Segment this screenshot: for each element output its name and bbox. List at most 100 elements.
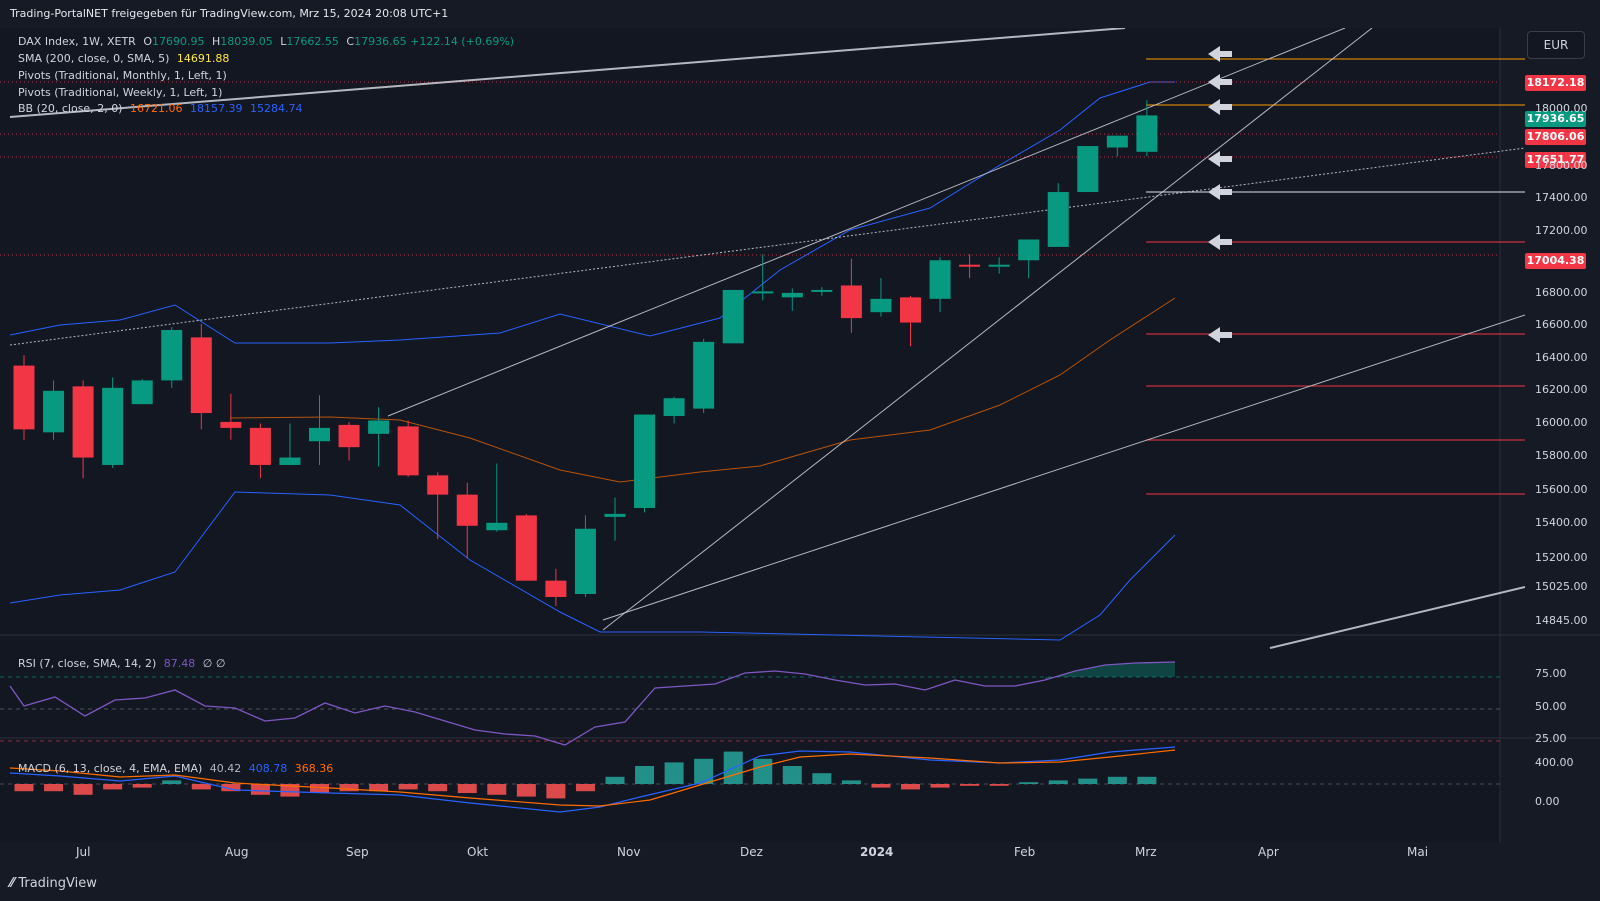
y-axis-label: 16000.00 xyxy=(1535,416,1588,429)
macd-histogram-bar xyxy=(369,784,389,792)
legend-macd-hist: 40.42 xyxy=(209,762,242,775)
candle-body xyxy=(456,494,478,526)
y-axis-label: 16800.00 xyxy=(1535,286,1588,299)
price-tag: 17004.38 xyxy=(1525,253,1586,269)
trendline-dotted xyxy=(9,147,1526,346)
macd-axis-label: 0.00 xyxy=(1535,795,1560,808)
candle-body xyxy=(900,297,921,323)
tradingview-logo[interactable]: ⁄⁄ TradingView xyxy=(10,876,97,891)
rsi-pane-bg xyxy=(0,636,1500,737)
trendline-channel-lower xyxy=(602,28,1373,631)
pivot-arrow-icon xyxy=(1208,234,1232,250)
legend-macd-label: MACD (6, 13, close, 4, EMA, EMA) xyxy=(18,762,203,775)
candle-body xyxy=(368,420,390,434)
legend-bb-basis: 16721.06 xyxy=(129,102,183,115)
macd-histogram-bar xyxy=(516,784,536,797)
candle-body xyxy=(988,264,1010,267)
legend-change: +122.14 (+0.69%) xyxy=(410,35,515,48)
candle-body xyxy=(722,289,744,344)
candle-body xyxy=(1047,192,1069,247)
legend-o-label: O xyxy=(143,35,152,48)
macd-histogram-bar xyxy=(1078,778,1098,784)
candle-body xyxy=(752,291,774,294)
legend-open: 17690.95 xyxy=(152,35,205,48)
price-chart[interactable] xyxy=(0,28,1600,868)
y-axis-label: 15800.00 xyxy=(1535,449,1588,462)
macd-histogram-bar xyxy=(575,784,595,792)
macd-histogram-bar xyxy=(398,784,418,790)
candle-body xyxy=(929,260,951,299)
legend-pivots-weekly: Pivots (Traditional, Weekly, 1, Left, 1) xyxy=(18,86,223,99)
rsi-axis-label: 75.00 xyxy=(1535,667,1567,680)
legend-rsi: RSI (7, close, SMA, 14, 2) 87.48 ∅ ∅ xyxy=(18,657,225,670)
legend-h-label: H xyxy=(212,35,221,48)
macd-histogram-bar xyxy=(753,758,773,784)
candle-body xyxy=(870,298,892,313)
candle-body xyxy=(279,457,301,465)
candle-body xyxy=(1018,239,1040,261)
candle-body xyxy=(515,515,537,581)
legend-bb-upper: 18157.39 xyxy=(189,102,243,115)
macd-histogram-bar xyxy=(989,784,1009,786)
legend-bb-lower: 15284.74 xyxy=(249,102,303,115)
candle-body xyxy=(338,424,360,448)
x-axis-label: Mrz xyxy=(1135,845,1157,859)
macd-histogram-bar xyxy=(44,784,64,792)
candle-body xyxy=(486,522,508,531)
macd-histogram-bar xyxy=(901,784,920,790)
legend-symbol: DAX Index, 1W, XETR xyxy=(18,35,136,48)
y-axis-label: 16200.00 xyxy=(1535,383,1588,396)
legend-rsi-extra: ∅ ∅ xyxy=(202,657,226,670)
macd-histogram-bar xyxy=(487,784,507,795)
macd-histogram-bar xyxy=(14,784,34,792)
candle-body xyxy=(249,427,271,465)
x-axis-label: Okt xyxy=(467,845,489,859)
macd-histogram-bar xyxy=(664,762,684,784)
x-axis-label: 2024 xyxy=(860,845,894,859)
macd-histogram-bar xyxy=(605,776,625,784)
pivot-arrow-icon xyxy=(1208,99,1232,115)
tradingview-logo-icon: ⁄⁄ xyxy=(10,876,15,891)
candle-body xyxy=(634,414,656,508)
macd-histogram-bar xyxy=(812,773,832,784)
candle-body xyxy=(131,380,153,405)
bb-upper-line xyxy=(9,81,1175,344)
candle-body xyxy=(43,390,65,433)
legend-low: 17662.55 xyxy=(286,35,339,48)
trendline-top xyxy=(9,28,1126,118)
currency-button[interactable]: EUR xyxy=(1527,31,1585,59)
y-axis-label: 16400.00 xyxy=(1535,351,1588,364)
macd-histogram-bar xyxy=(103,784,123,790)
candle-body xyxy=(220,421,242,428)
x-axis-label: Nov xyxy=(617,845,641,859)
legend-sma-value: 14691.88 xyxy=(176,52,230,65)
macd-histogram-bar xyxy=(1048,780,1068,784)
macd-histogram-bar xyxy=(73,784,93,795)
macd-histogram-bar xyxy=(162,780,182,784)
y-axis-label: 15400.00 xyxy=(1535,516,1588,529)
price-tag-last: 17936.65 xyxy=(1525,111,1586,127)
macd-histogram-bar xyxy=(635,766,655,784)
candle-body xyxy=(840,285,862,319)
trendline-lower-long xyxy=(602,314,1526,621)
legend-high: 18039.05 xyxy=(220,35,273,48)
macd-histogram-bar xyxy=(310,784,329,793)
candle-body xyxy=(811,289,833,292)
pivot-arrow-icon xyxy=(1208,74,1232,90)
macd-histogram-bar xyxy=(132,784,152,788)
pivot-arrow-icon xyxy=(1208,327,1232,343)
macd-histogram-bar xyxy=(782,766,802,784)
macd-histogram-bar xyxy=(250,784,270,795)
bb-lower-line xyxy=(9,491,1176,641)
rsi-overbought-fill xyxy=(1045,662,1175,680)
candle-body xyxy=(397,426,419,476)
price-pane-bg xyxy=(0,28,1500,634)
pivot-arrow-icon xyxy=(1208,184,1232,200)
legend-rsi-value: 87.48 xyxy=(163,657,196,670)
legend-bb-label: BB (20, close, 2, 0) xyxy=(18,102,123,115)
macd-histogram-bar xyxy=(546,784,566,799)
x-axis-label: Dez xyxy=(740,845,763,859)
macd-histogram-bar xyxy=(871,784,891,788)
macd-histogram-bar xyxy=(1137,776,1157,784)
macd-histogram-bar xyxy=(221,784,241,792)
